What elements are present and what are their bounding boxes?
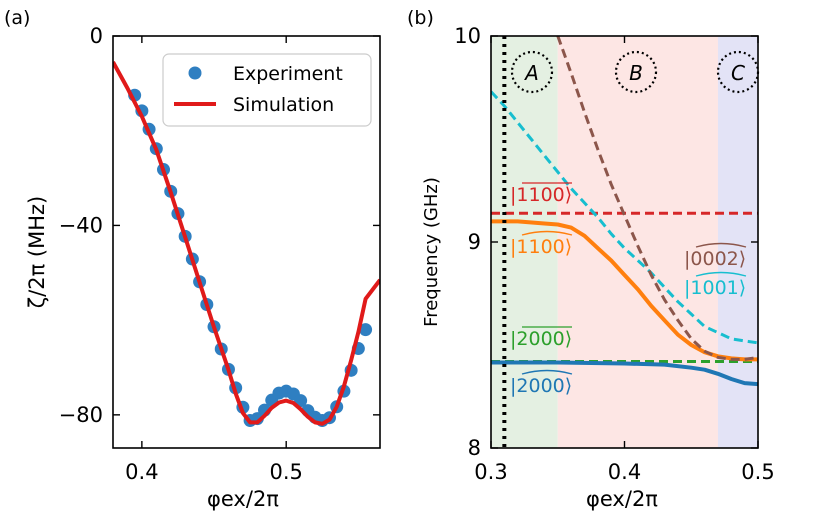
state-label-2000-dressed: |2000⟩ [510,375,572,397]
state-label-1100-dressed: |1100⟩ [510,236,572,258]
experiment-point [359,323,373,337]
region-b-band [557,36,718,448]
panel-a-ticks: 0.4 0.5 0 −40 −80 [59,24,380,484]
panel-a-x-tick-label: 0.4 [125,460,158,484]
state-label-0002-tilde [695,242,747,248]
region-markers: A B C [510,50,760,94]
panel-b-y-tick-label: 9 [468,230,481,254]
panel-b-x-axis-label: φex/2π [586,487,658,511]
region-c-label: C [731,61,745,85]
panel-b-plot-area [491,36,758,448]
line-2000-dressed [491,360,758,387]
state-label-1001: |1001⟩ [684,277,746,299]
panel-b-ticks: 0.3 0.4 0.5 8 9 10 [454,24,774,484]
legend-label-simulation: Simulation [233,94,334,116]
panel-b-regions [491,36,758,448]
region-a-label: A [523,61,539,85]
panel-a-y-axis-label: ζ/2π (MHz) [25,196,49,309]
panel-b-x-tick-label: 0.5 [741,460,774,484]
panel-a-label: (a) [4,7,30,29]
panel-b-y-axis-label: Frequency (GHz) [421,177,442,327]
panel-b-y-tick-label: 10 [454,24,481,48]
state-label-1100-bare: |1100⟩ [510,184,572,206]
region-b-label: B [629,61,643,85]
region-b-marker [614,50,658,94]
panel-b-x-tick-label: 0.4 [608,460,641,484]
panel-a-y-tick-label: 0 [90,24,103,48]
state-label-1100-dressed-tilde [521,230,573,236]
panel-a-frame [112,35,381,449]
line-0002 [556,36,758,361]
panel-a-x-tick-label: 0.5 [269,460,302,484]
region-c-marker [716,50,760,94]
panel-a-y-tick-label: −40 [59,213,103,237]
panel-a-plot-area [113,61,380,428]
line-1001 [491,90,758,345]
panel-b-label: (b) [407,7,434,29]
legend-box [162,53,372,127]
state-label-0002: |0002⟩ [684,248,746,270]
simulation-line [113,61,380,426]
legend-label-experiment: Experiment [233,63,343,85]
panel-a-legend: Experiment Simulation [162,53,372,127]
panel-a-x-axis-label: φex/2π [207,487,279,511]
region-a-marker [510,50,554,94]
state-label-1001-tilde [695,271,747,277]
panel-b-y-tick-label: 8 [468,436,481,460]
state-labels: |1100⟩ |1100⟩ |2000⟩ |2000⟩ |0002⟩ |1001… [510,182,747,397]
legend-marker-experiment [188,66,202,80]
state-label-2000-dressed-tilde [521,369,573,375]
state-label-2000-bare: |2000⟩ [510,328,572,350]
panel-b-x-tick-label: 0.3 [474,460,507,484]
panel-a-y-tick-label: −80 [59,403,103,427]
